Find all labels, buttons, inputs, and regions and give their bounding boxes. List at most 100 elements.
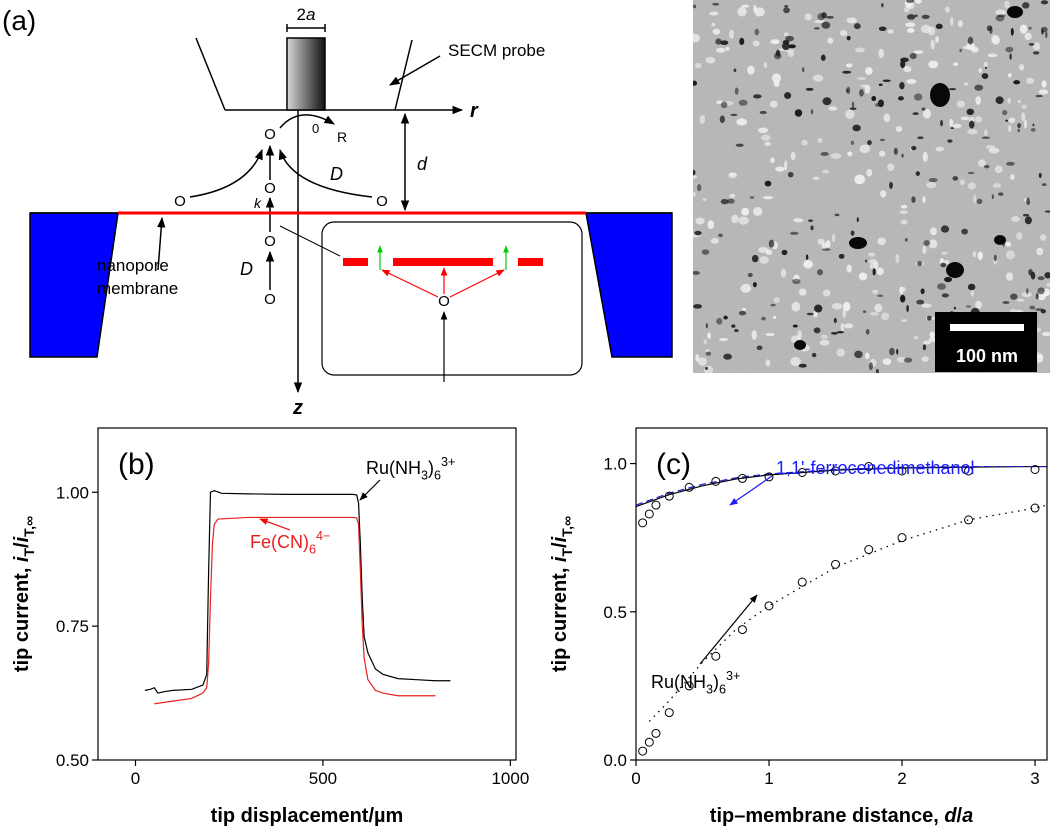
- particle-dark: [981, 73, 989, 80]
- text-part: 4−: [316, 529, 330, 543]
- text-part: 6: [434, 468, 441, 482]
- particle-dark: [865, 259, 868, 263]
- particle-dark: [834, 213, 840, 217]
- text-part: Ru(NH: [651, 672, 706, 692]
- particle-light: [803, 259, 813, 269]
- particle-light: [846, 17, 857, 24]
- particle-dark: [923, 239, 931, 246]
- particle-light: [957, 20, 964, 28]
- particle-light: [1041, 331, 1050, 337]
- y-tick-label: 1.0: [603, 455, 627, 474]
- particle-dark: [1040, 0, 1049, 5]
- particle-light: [725, 46, 730, 51]
- particle-dark: [756, 345, 763, 351]
- particle-light: [814, 19, 825, 24]
- particle-light: [905, 22, 916, 28]
- probe-side: [394, 39, 413, 111]
- text-part: ): [713, 672, 719, 692]
- particle-light: [943, 259, 950, 265]
- particle-light: [977, 159, 986, 167]
- annotation: Ru(NH3)63+: [651, 669, 740, 697]
- probe-pointer: [389, 55, 441, 86]
- particle-dark: [851, 101, 855, 109]
- particle-dark: [911, 146, 917, 151]
- particle-dark: [810, 109, 814, 115]
- annotation: 1,1'-ferrocenedimethanol: [776, 458, 975, 478]
- particle-dark: [993, 254, 997, 262]
- scale-bar-line: [950, 324, 1024, 331]
- particle-light: [869, 311, 879, 316]
- particle-dark: [850, 230, 855, 236]
- species: O: [376, 193, 388, 210]
- particle-light: [702, 197, 707, 202]
- particle-light: [783, 160, 788, 171]
- particle-light: [977, 251, 983, 260]
- particle-dark: [852, 124, 861, 132]
- particle-dark: [879, 138, 886, 142]
- particle-light: [842, 308, 847, 319]
- particle-light: [694, 62, 702, 69]
- particle-light: [887, 29, 894, 34]
- text-part: i: [549, 556, 571, 562]
- particle-light: [975, 116, 983, 123]
- particle-dark: [967, 171, 975, 175]
- diffusion-label: D: [330, 164, 343, 184]
- pore-path: [381, 269, 439, 298]
- particle-light: [1008, 124, 1012, 133]
- particle-light: [736, 118, 748, 126]
- particle-light: [740, 283, 752, 293]
- particle-light: [784, 32, 789, 37]
- particle-dark: [901, 153, 904, 158]
- text-part: i: [11, 556, 33, 562]
- particle-light: [1019, 24, 1028, 34]
- particle-light: [780, 268, 787, 278]
- particle-light: [1024, 32, 1032, 41]
- particle-dark: [805, 87, 814, 91]
- particle-light: [928, 60, 939, 69]
- particle-light: [857, 76, 867, 80]
- particle-light: [872, 260, 879, 270]
- particle-dark: [940, 119, 944, 127]
- particle-dark: [867, 140, 872, 146]
- particle-dark: [720, 101, 728, 109]
- particle-light: [970, 290, 975, 297]
- text-part: 6: [309, 542, 316, 556]
- support-right: [585, 212, 673, 358]
- particle-light: [707, 220, 715, 229]
- particle-light: [865, 67, 873, 75]
- particle-dark: [986, 25, 993, 32]
- particle-dark: [705, 366, 708, 370]
- particle-light: [836, 348, 846, 357]
- data-point: [651, 500, 661, 510]
- data-point: [664, 491, 674, 501]
- particle-dark: [720, 198, 729, 205]
- particle-dark: [1044, 210, 1050, 213]
- particle-light: [1010, 174, 1015, 181]
- particle-light: [991, 35, 1000, 45]
- particle-dark: [1041, 28, 1044, 35]
- data-point: [897, 466, 907, 476]
- particle-dark: [1035, 293, 1039, 300]
- particle-light: [872, 289, 879, 294]
- particle-light: [695, 217, 705, 225]
- x-tick-label: 0: [131, 769, 140, 788]
- particle-light: [710, 237, 720, 244]
- z-label: z: [292, 397, 303, 419]
- annotation: Fe(CN)64−: [250, 529, 330, 557]
- particle-dark: [784, 4, 789, 8]
- particle-light: [773, 315, 777, 320]
- particle-light: [819, 339, 830, 346]
- scale-bar: 100 nm: [935, 312, 1037, 372]
- particle-light: [731, 214, 739, 224]
- particle-dark: [770, 303, 776, 307]
- particle-dark: [751, 254, 759, 263]
- particle-light: [793, 218, 804, 223]
- particle-light: [1007, 73, 1012, 78]
- text-part: 3: [706, 682, 713, 696]
- distance-label: d: [417, 154, 428, 174]
- particle-light: [693, 33, 700, 43]
- radius-label: R: [337, 129, 347, 145]
- particle-dark: [1005, 119, 1008, 122]
- particle-dark: [694, 230, 702, 236]
- data-point: [864, 462, 874, 472]
